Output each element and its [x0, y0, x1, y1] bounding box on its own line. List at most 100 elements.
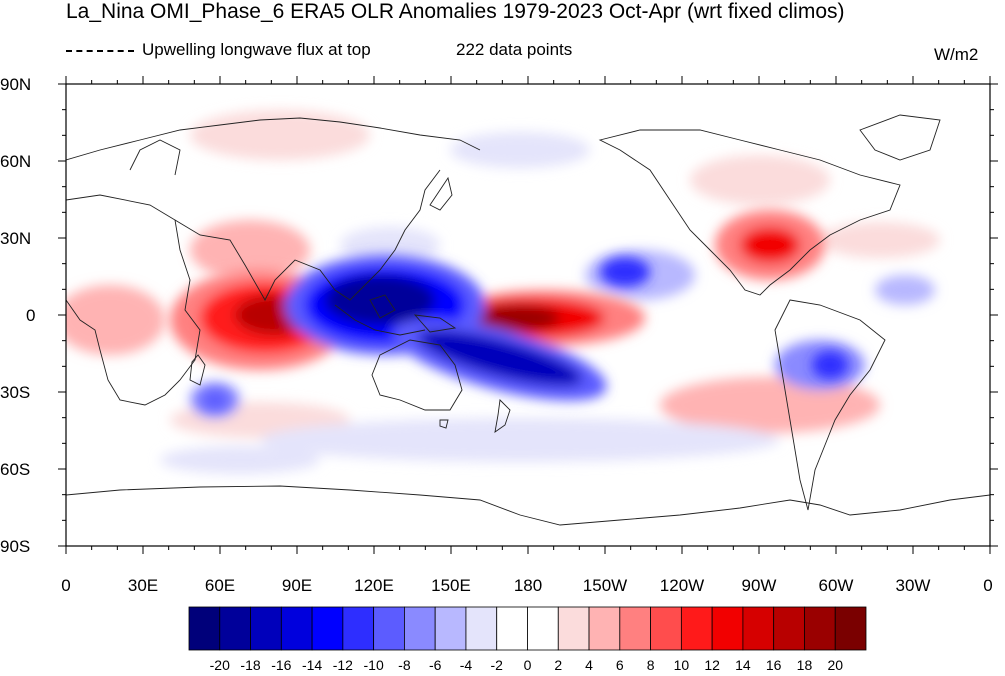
colorbar-labels: -20 -18 -16 -14 -12 -10 -8 -6 -4 -2 0 2 4 6 8 10 12 14 16 1… [210, 657, 844, 673]
coastline-indonesia [334, 304, 426, 336]
latitude-labels: 90N 60N 30N 0 30S 60S 90S [0, 75, 35, 556]
neg-anomaly-southern-ocean [260, 418, 780, 462]
coastline-north-america [598, 129, 901, 296]
colorbar-label: 18 [797, 657, 813, 673]
coastline-australia [371, 339, 463, 411]
colorbar-swatch [311, 606, 344, 651]
colorbar-swatch [373, 606, 405, 651]
lon-label-180: 180 [514, 576, 542, 595]
contour-legend-label: Upwelling longwave flux at top [142, 40, 371, 59]
pos-anomaly-asia [190, 220, 310, 280]
colorbar-swatch [404, 606, 436, 651]
lon-label-120w: 120W [660, 576, 704, 595]
colorbar-swatch [619, 606, 651, 651]
colorbar-label: 0 [524, 657, 532, 673]
tick-marks [58, 76, 998, 554]
colorbar-label: -10 [364, 657, 384, 673]
coastline-madagascar [189, 354, 206, 386]
colorbar-swatch [804, 606, 836, 651]
neg-anomaly-atlantic-tropical [875, 275, 935, 305]
dashed-line-icon [66, 49, 134, 52]
pos-anomaly-europe-north [190, 110, 370, 160]
colorbar-label: -6 [429, 657, 442, 673]
neg-anomaly-brazil-core [812, 351, 848, 379]
coastline-eurasia-south [174, 169, 441, 301]
lat-label-90n: 90N [0, 75, 31, 94]
colorbar-label: -14 [302, 657, 322, 673]
lon-label-90w: 90W [742, 576, 777, 595]
colorbar-swatch [342, 606, 375, 651]
colorbar-label: 16 [766, 657, 782, 673]
colorbar [188, 606, 867, 651]
coastline-new-zealand [494, 399, 511, 433]
colorbar-label: -2 [491, 657, 504, 673]
coastline-south-america [774, 299, 886, 511]
lon-label-60e: 60E [205, 576, 235, 595]
neg-anomaly-madagascar-core [201, 390, 229, 410]
pos-anomaly-north-atlantic [820, 222, 940, 258]
lon-label-60w: 60W [819, 576, 854, 595]
lon-label-150w: 150W [583, 576, 627, 595]
colorbar-label: -12 [333, 657, 353, 673]
lon-label-120e: 120E [354, 576, 394, 595]
lat-label-90s: 90S [0, 537, 30, 556]
colorbar-label: 6 [616, 657, 624, 673]
coastline-antarctica [66, 485, 990, 526]
neg-anomaly-maritime-core [325, 275, 435, 325]
colorbar-swatch [711, 606, 744, 651]
pos-anomaly-gulf-core [740, 227, 800, 263]
pos-anomaly-pacific-core [470, 305, 560, 331]
colorbar-swatch [188, 606, 221, 651]
colorbar-swatch [250, 606, 282, 651]
data-points-count: 222 data points [456, 40, 573, 59]
colorbar-label: -18 [240, 657, 260, 673]
colorbar-swatch [557, 606, 590, 651]
coastline-new-guinea [413, 314, 457, 333]
colorbar-label: 12 [704, 657, 720, 673]
colorbar-swatch [280, 606, 313, 651]
colorbar-label: 2 [554, 657, 562, 673]
coastline-africa [66, 194, 201, 406]
colorbar-swatch [465, 606, 498, 651]
neg-anomaly-north-pacific-2 [340, 227, 440, 263]
map-title: La_Nina OMI_Phase_6 ERA5 OLR Anomalies 1… [66, 0, 845, 23]
neg-anomaly-hawaii [600, 257, 650, 287]
longitude-labels: 0 30E 60E 90E 120E 150E 180 150W 120W 90… [61, 576, 992, 595]
colorbar-label: 8 [647, 657, 655, 673]
colorbar-swatch [527, 606, 559, 651]
pos-anomaly-africa [66, 285, 165, 355]
lat-label-0: 0 [26, 306, 35, 325]
colorbar-swatch [219, 606, 251, 651]
colorbar-label: 20 [827, 657, 843, 673]
pos-anomaly-south-atlantic [660, 377, 880, 433]
colorbar-swatch [680, 606, 713, 651]
colorbar-label: 4 [585, 657, 593, 673]
colorbar-swatch [496, 606, 528, 651]
colorbar-swatch [434, 606, 467, 651]
contour-legend: Upwelling longwave flux at top [66, 40, 371, 60]
colorbar-label: -16 [271, 657, 291, 673]
neg-anomaly-antarctic-belt [160, 446, 320, 474]
lon-label-0: 0 [61, 576, 70, 595]
lon-label-90e: 90E [282, 576, 312, 595]
colorbar-label: -8 [398, 657, 411, 673]
lat-label-30n: 30N [0, 229, 31, 248]
pos-anomaly-canada [690, 155, 830, 205]
lat-label-60s: 60S [0, 460, 30, 479]
lon-label-150e: 150E [431, 576, 471, 595]
lat-label-30s: 30S [0, 383, 30, 402]
coastline-greenland [859, 114, 941, 161]
neg-anomaly-north-pacific [450, 132, 590, 168]
coastlines [66, 114, 990, 526]
coastline-japan [429, 176, 453, 211]
colorbar-label: -4 [460, 657, 473, 673]
colorbar-label: 10 [674, 657, 690, 673]
coastline-scandinavia [129, 139, 181, 176]
lon-label-0-east: 0 [983, 576, 992, 595]
colorbar-swatch [834, 606, 867, 651]
lat-label-60n: 60N [0, 152, 31, 171]
coastline-tasmania [439, 419, 449, 429]
colorbar-label: 14 [735, 657, 751, 673]
lon-label-30e: 30E [128, 576, 158, 595]
